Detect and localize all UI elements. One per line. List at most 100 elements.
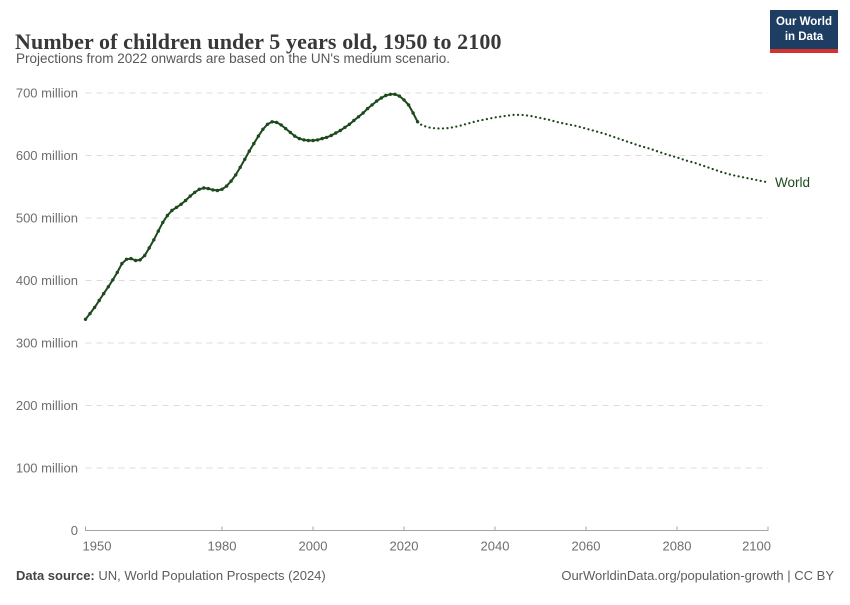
data-point-1992[interactable] [274,120,279,125]
data-point-1959[interactable] [124,257,129,261]
data-point-1991[interactable] [270,120,274,124]
y-tick-label-700: 700 million [16,86,78,101]
data-point-1956[interactable] [111,278,115,282]
data-point-1985[interactable] [243,157,247,161]
data-point-1997[interactable] [297,136,302,141]
owid-logo-line1: Our World [775,16,832,29]
data-point-1976[interactable] [202,186,206,190]
data-point-2010[interactable] [356,115,361,119]
data-point-1972[interactable] [183,198,188,203]
data-point-1969[interactable] [170,208,174,213]
data-point-1978[interactable] [211,188,215,192]
data-point-1983[interactable] [234,173,238,177]
data-point-2019[interactable] [397,94,402,98]
data-point-2020[interactable] [402,98,406,102]
owid-logo-line2: in Data [784,30,824,43]
data-point-1973[interactable] [188,194,192,198]
data-point-1999[interactable] [306,138,311,143]
data-point-1993[interactable] [279,123,283,127]
data-point-1964[interactable] [147,246,151,250]
data-point-2021[interactable] [406,103,411,107]
data-point-2022[interactable] [411,111,415,115]
data-point-1950[interactable] [83,317,88,321]
y-tick-label-600: 600 million [16,148,78,163]
data-point-1989[interactable] [261,127,265,131]
data-point-2017[interactable] [388,92,393,97]
footer: Data source: UN, World Population Prospe… [16,568,834,583]
x-tick-label-1980: 1980 [208,539,237,554]
data-point-1987[interactable] [252,141,256,146]
data-point-1957[interactable] [115,270,120,275]
data-point-1982[interactable] [229,179,233,183]
data-point-2009[interactable] [352,118,356,123]
data-point-2008[interactable] [347,122,352,127]
world-line-observed[interactable] [84,93,419,320]
x-axis-line [85,526,769,531]
data-point-2000[interactable] [311,138,315,143]
world-line-projected[interactable] [416,113,770,184]
owid-logo-red-bar [770,49,838,53]
data-point-1994[interactable] [284,126,288,131]
data-point-2012[interactable] [365,106,370,111]
data-point-1975[interactable] [197,187,201,191]
data-point-2001[interactable] [315,138,320,142]
x-tick-label-2100: 2100 [742,539,771,554]
data-point-1970[interactable] [174,205,179,210]
page-subtitle: Projections from 2022 onwards are based … [16,51,451,66]
owid-logo[interactable]: Our World in Data [770,10,838,53]
owid-license-link[interactable]: OurWorldinData.org/population-growth | C… [561,568,834,583]
data-point-2006[interactable] [338,128,342,133]
data-point-1966[interactable] [156,229,160,233]
x-tick-label-2060: 2060 [572,539,601,554]
data-point-1968[interactable] [165,213,170,218]
data-point-1990[interactable] [265,122,270,127]
data-point-1995[interactable] [288,130,292,135]
data-point-1961[interactable] [133,258,138,263]
x-tick-label-2000: 2000 [299,539,328,554]
y-tick-label-300: 300 million [16,336,78,351]
data-point-1967[interactable] [161,220,165,225]
data-point-1962[interactable] [138,258,142,262]
data-point-1988[interactable] [256,134,261,138]
data-point-1977[interactable] [206,186,210,191]
data-point-1980[interactable] [220,187,224,191]
data-point-1954[interactable] [102,291,106,296]
data-point-2014[interactable] [375,99,379,103]
data-point-2011[interactable] [361,111,365,115]
data-point-1963[interactable] [143,253,147,258]
data-point-1951[interactable] [88,311,92,316]
data-point-1953[interactable] [97,298,101,303]
data-point-2015[interactable] [379,96,383,100]
data-point-2013[interactable] [370,103,374,107]
data-point-1952[interactable] [92,305,97,310]
data-point-2005[interactable] [334,131,338,135]
data-point-1998[interactable] [302,138,306,142]
y-tick-label-500: 500 million [16,211,78,226]
data-point-1960[interactable] [129,256,133,261]
y-tick-label-100: 100 million [16,461,78,476]
data-point-2004[interactable] [329,133,333,138]
data-point-1984[interactable] [238,165,242,170]
data-point-1971[interactable] [179,202,183,206]
data-point-1965[interactable] [152,238,156,242]
x-tick-label-2080: 2080 [663,539,692,554]
data-point-2018[interactable] [393,92,397,97]
data-point-1979[interactable] [215,188,220,193]
data-point-1981[interactable] [224,184,229,188]
x-tick-label-2040: 2040 [481,539,510,554]
x-tick-label-1950: 1950 [83,539,112,554]
data-point-1996[interactable] [293,134,297,138]
y-tick-label-0: 0 [71,523,78,538]
data-point-2007[interactable] [343,125,347,130]
data-point-2016[interactable] [384,93,388,98]
data-point-2002[interactable] [320,136,324,141]
series-end-label[interactable]: World [775,175,810,190]
data-point-1955[interactable] [106,285,111,289]
owid-logo-text: Our World in Data [770,10,838,49]
data-point-1974[interactable] [193,190,197,195]
y-tick-label-200: 200 million [16,398,78,413]
data-point-1986[interactable] [247,149,251,153]
data-point-2003[interactable] [324,135,329,140]
data-point-1958[interactable] [120,261,124,266]
